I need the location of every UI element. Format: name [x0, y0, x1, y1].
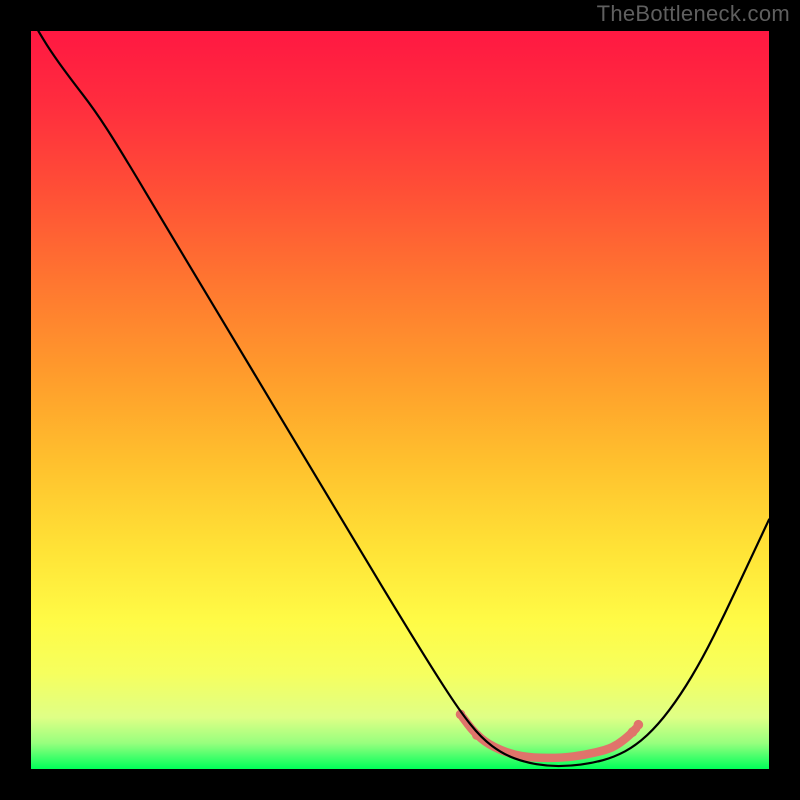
- plot-area: [31, 31, 769, 769]
- gradient-background: [31, 31, 769, 769]
- watermark-text: TheBottleneck.com: [597, 0, 790, 28]
- trough-dot: [634, 720, 644, 730]
- chart-frame: TheBottleneck.com: [0, 0, 800, 800]
- plot-svg: [31, 31, 769, 769]
